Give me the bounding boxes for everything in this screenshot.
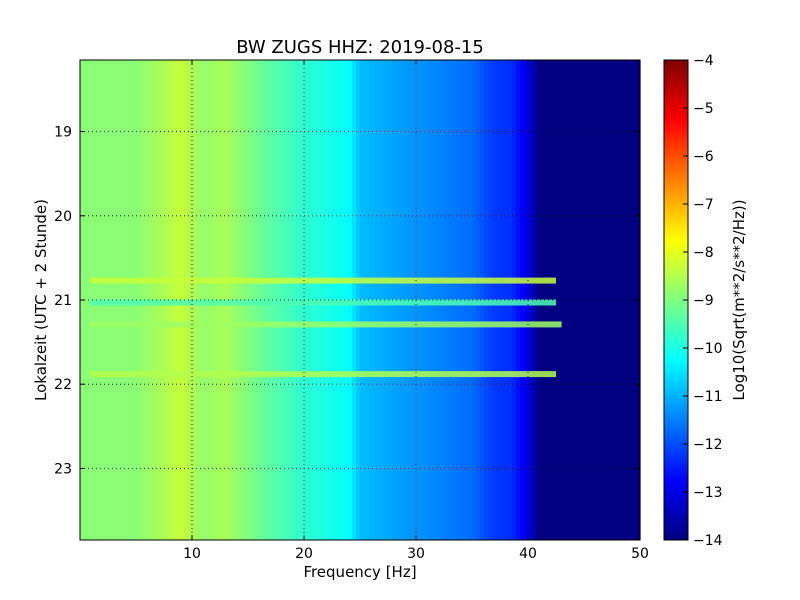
- x-tick-label: 50: [631, 546, 649, 562]
- transient-band: [90, 277, 556, 284]
- heatmap-cell: [580, 60, 585, 540]
- transient-band: [90, 371, 556, 378]
- heatmap-cell: [600, 60, 605, 540]
- x-tick-label: 10: [183, 546, 201, 562]
- colorbar-tick-label: −10: [693, 341, 723, 357]
- chart-title: BW ZUGS HHZ: 2019-08-15: [236, 37, 484, 58]
- heatmap-cell: [616, 60, 621, 540]
- transient-bands: [90, 277, 562, 378]
- colorbar-tick-label: −12: [693, 437, 723, 453]
- heatmap-cell: [612, 60, 617, 540]
- heatmap-cell: [572, 60, 577, 540]
- heatmap-cell: [564, 60, 569, 540]
- y-axis-label: Lokalzeit (UTC + 2 Stunde): [32, 199, 50, 401]
- colorbar-tick-label: −11: [693, 389, 723, 405]
- colorbar-tick-label: −7: [693, 197, 714, 213]
- y-tick-label: 21: [54, 293, 72, 309]
- colorbar-tick-label: −4: [693, 53, 714, 69]
- y-tick-label: 20: [54, 209, 72, 225]
- colorbar-ticks: −4 −5 −6 −7 −8 −9 −10 −11 −12 −13 −14: [683, 53, 723, 549]
- colorbar-tick-label: −9: [693, 293, 714, 309]
- grid-lines: [80, 60, 640, 540]
- heatmap-cell: [604, 60, 609, 540]
- transient-band: [90, 299, 556, 306]
- colorbar-tick-label: −14: [693, 533, 723, 549]
- heatmap-cell: [584, 60, 589, 540]
- heatmap-cell: [556, 60, 561, 540]
- heatmap-cell: [628, 60, 633, 540]
- transient-band: [90, 321, 562, 328]
- x-axis-ticks: 10 20 30 40 50: [183, 60, 649, 562]
- heatmap-cell: [568, 60, 573, 540]
- colorbar: −4 −5 −6 −7 −8 −9 −10 −11 −12 −13 −14 Log10(Sqrt(m…: [663, 53, 748, 549]
- heatmap-cell: [588, 60, 593, 540]
- colorbar-tick-label: −6: [693, 149, 714, 165]
- heatmap-cell: [632, 60, 637, 540]
- colorbar-label: Log10(Sqrt(m**2/s**2/Hz)): [730, 199, 748, 400]
- heatmap-cell: [624, 60, 629, 540]
- x-axis-label: Frequency [Hz]: [303, 563, 416, 581]
- y-tick-label: 22: [54, 377, 72, 393]
- x-tick-label: 30: [407, 546, 425, 562]
- heatmap-cell: [560, 60, 565, 540]
- spectrogram-plot-area: [79, 59, 641, 541]
- heatmap-cell: [592, 60, 597, 540]
- colorbar-tick-label: −13: [693, 485, 723, 501]
- colorbar-tick-label: −8: [693, 245, 714, 261]
- heatmap-cell: [596, 60, 601, 540]
- heatmap-cell: [608, 60, 613, 540]
- heatmap-cell: [620, 60, 625, 540]
- y-tick-label: 23: [54, 461, 72, 477]
- heatmap-cell: [84, 60, 89, 540]
- x-tick-label: 40: [519, 546, 537, 562]
- x-tick-label: 20: [295, 546, 313, 562]
- colorbar-tick-label: −5: [693, 101, 714, 117]
- y-tick-label: 19: [54, 125, 72, 141]
- heatmap-cell: [576, 60, 581, 540]
- y-axis-ticks: 19 20 21 22 23: [54, 125, 640, 477]
